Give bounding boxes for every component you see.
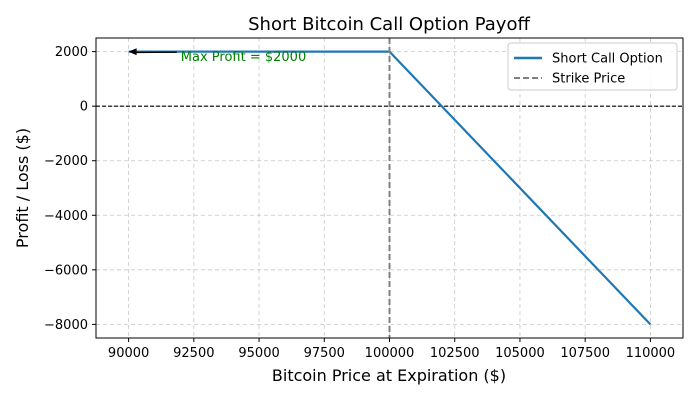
y-tick-label: −2000 [44, 154, 88, 169]
chart-title: Short Bitcoin Call Option Payoff [248, 14, 530, 35]
y-tick-label: −8000 [44, 318, 88, 333]
x-tick-label: 100000 [365, 346, 415, 361]
x-tick-label: 102500 [430, 346, 480, 361]
legend-label-strike-price: Strike Price [552, 72, 625, 87]
y-tick-label: 0 [80, 100, 88, 115]
x-tick-label: 97500 [304, 346, 345, 361]
x-tick-label: 95000 [238, 346, 279, 361]
legend: Short Call Option Strike Price [508, 43, 677, 90]
max-profit-annotation: Max Profit = $2000 [181, 50, 306, 65]
y-tick-label: −4000 [44, 209, 88, 224]
x-tick-label: 107500 [560, 346, 610, 361]
y-tick-label: −6000 [44, 263, 88, 278]
x-axis-label: Bitcoin Price at Expiration ($) [272, 366, 506, 385]
x-tick-label: 110000 [626, 346, 676, 361]
y-tick-label: 2000 [55, 45, 88, 60]
x-tick-label: 92500 [173, 346, 214, 361]
x-tick-label: 105000 [495, 346, 545, 361]
y-axis-label: Profit / Loss ($) [13, 128, 32, 248]
x-tick-label: 90000 [108, 346, 149, 361]
legend-label-short-call: Short Call Option [552, 52, 663, 67]
